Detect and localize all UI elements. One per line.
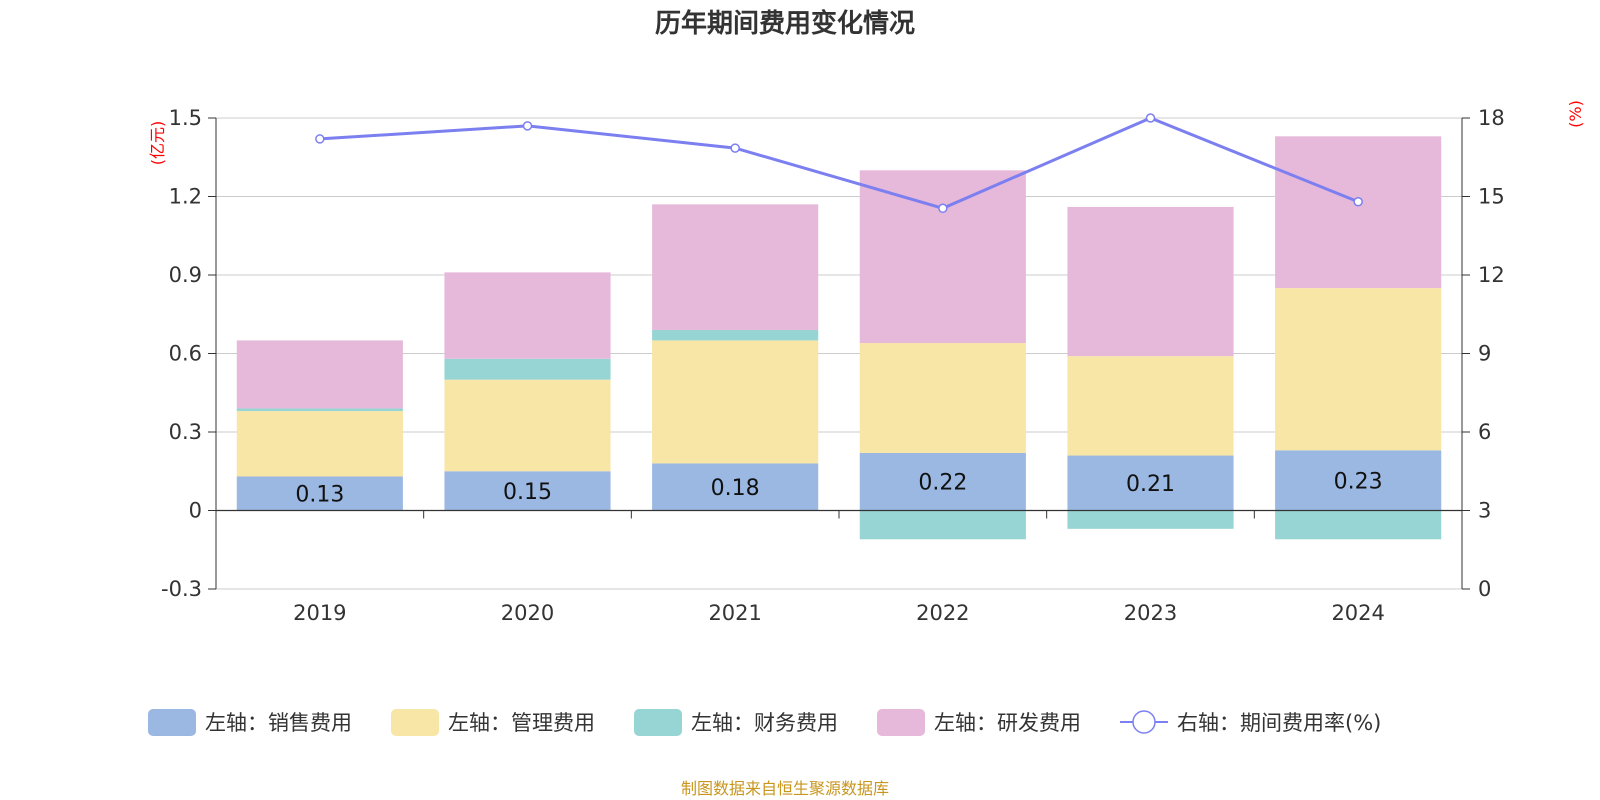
right-tick-label: 3 <box>1478 499 1491 523</box>
bar-4-2020 <box>444 272 611 359</box>
x-tick-label: 2024 <box>1331 601 1384 625</box>
bar-4-2024 <box>1275 136 1442 289</box>
left-tick-label: 0 <box>189 499 202 523</box>
rate-line-path <box>319 116 1359 210</box>
bar-2-2021 <box>652 340 819 464</box>
legend-swatch <box>634 709 682 736</box>
rate-point-2020 <box>522 121 533 131</box>
bar-1-2023 <box>1067 455 1234 511</box>
right-tick-label: 9 <box>1478 342 1491 366</box>
bars <box>236 136 1442 540</box>
legend: 左轴：销售费用 左轴：管理费用 左轴：财务费用 左轴：研发费用 右轴：期间费用率(%) <box>148 709 1381 736</box>
x-tick-label: 2021 <box>708 601 761 625</box>
x-tick-label: 2020 <box>501 601 554 625</box>
rate-point-2024 <box>1353 196 1363 207</box>
axes: -0.3 0 0.3 0.6 0.9 1.2 1.5 0 3 6 9 12 15 18 (亿元) (%) 201… <box>148 100 1585 625</box>
bar-4-2022 <box>859 170 1026 344</box>
right-tick-label: 15 <box>1478 185 1505 209</box>
x-tick-label: 2023 <box>1124 601 1177 625</box>
right-tick-label: 0 <box>1478 577 1491 601</box>
bar-2-2020 <box>444 379 611 472</box>
right-tick-label: 18 <box>1478 106 1505 130</box>
left-tick-label: 1.2 <box>169 185 202 209</box>
data-label: 0.21 <box>1126 472 1175 497</box>
data-label: 0.23 <box>1334 469 1383 494</box>
legend-swatch <box>148 709 196 736</box>
bar-1-2020 <box>444 471 611 511</box>
bar-1-2022 <box>859 452 1026 511</box>
legend-swatch <box>877 709 925 736</box>
legend-marker-icon <box>1132 710 1156 734</box>
data-label: 0.13 <box>295 482 344 507</box>
rate-point-2023 <box>1145 113 1156 123</box>
data-labels: 0.13 0.15 0.18 0.22 0.21 0.23 <box>295 469 1382 507</box>
left-tick-label: 1.5 <box>169 106 202 130</box>
bar-2-2022 <box>859 343 1026 453</box>
legend-swatch <box>391 709 439 736</box>
bar-4-2021 <box>652 204 819 330</box>
data-label: 0.15 <box>503 480 552 505</box>
bar-2-2024 <box>1275 288 1442 451</box>
left-axis-unit: (亿元) <box>148 121 167 166</box>
bar-1-2021 <box>652 463 819 511</box>
bar-2-2019 <box>236 411 403 477</box>
bar-3-2022 <box>859 510 1026 540</box>
bar-4-2019 <box>236 340 403 409</box>
rate-line <box>315 113 1363 214</box>
left-tick-label: 0.3 <box>169 420 202 444</box>
left-tick-label: 0.6 <box>169 342 202 366</box>
gridlines <box>216 117 1462 590</box>
chart-title: 历年期间费用变化情况 <box>655 8 915 39</box>
legend-label: 左轴：管理费用 <box>448 711 595 735</box>
rate-point-2021 <box>730 143 740 153</box>
source-note: 制图数据来自恒生聚源数据库 <box>681 779 889 798</box>
right-tick-label: 12 <box>1478 263 1505 287</box>
legend-label: 右轴：期间费用率(%) <box>1177 711 1381 735</box>
bar-4-2023 <box>1067 206 1234 357</box>
bar-3-2019 <box>236 408 403 412</box>
data-label: 0.18 <box>711 476 760 501</box>
rate-point-2019 <box>315 134 325 144</box>
bar-3-2024 <box>1275 510 1442 540</box>
x-tick-label: 2019 <box>293 601 346 625</box>
rate-point-2022 <box>938 203 948 214</box>
x-tick-label: 2022 <box>916 601 969 625</box>
left-tick-label: 0.9 <box>169 263 202 287</box>
legend-label: 左轴：财务费用 <box>691 711 838 735</box>
bar-1-2024 <box>1275 450 1442 511</box>
bar-3-2020 <box>444 358 611 380</box>
right-axis-unit: (%) <box>1566 100 1585 128</box>
bar-2-2023 <box>1067 356 1234 456</box>
bar-3-2021 <box>652 329 819 341</box>
left-tick-label: -0.3 <box>161 577 202 601</box>
right-tick-label: 6 <box>1478 420 1491 444</box>
bar-1-2019 <box>236 476 403 511</box>
bar-3-2023 <box>1067 510 1234 529</box>
data-label: 0.22 <box>918 471 967 496</box>
legend-label: 左轴：销售费用 <box>205 711 352 735</box>
legend-label: 左轴：研发费用 <box>934 711 1081 735</box>
